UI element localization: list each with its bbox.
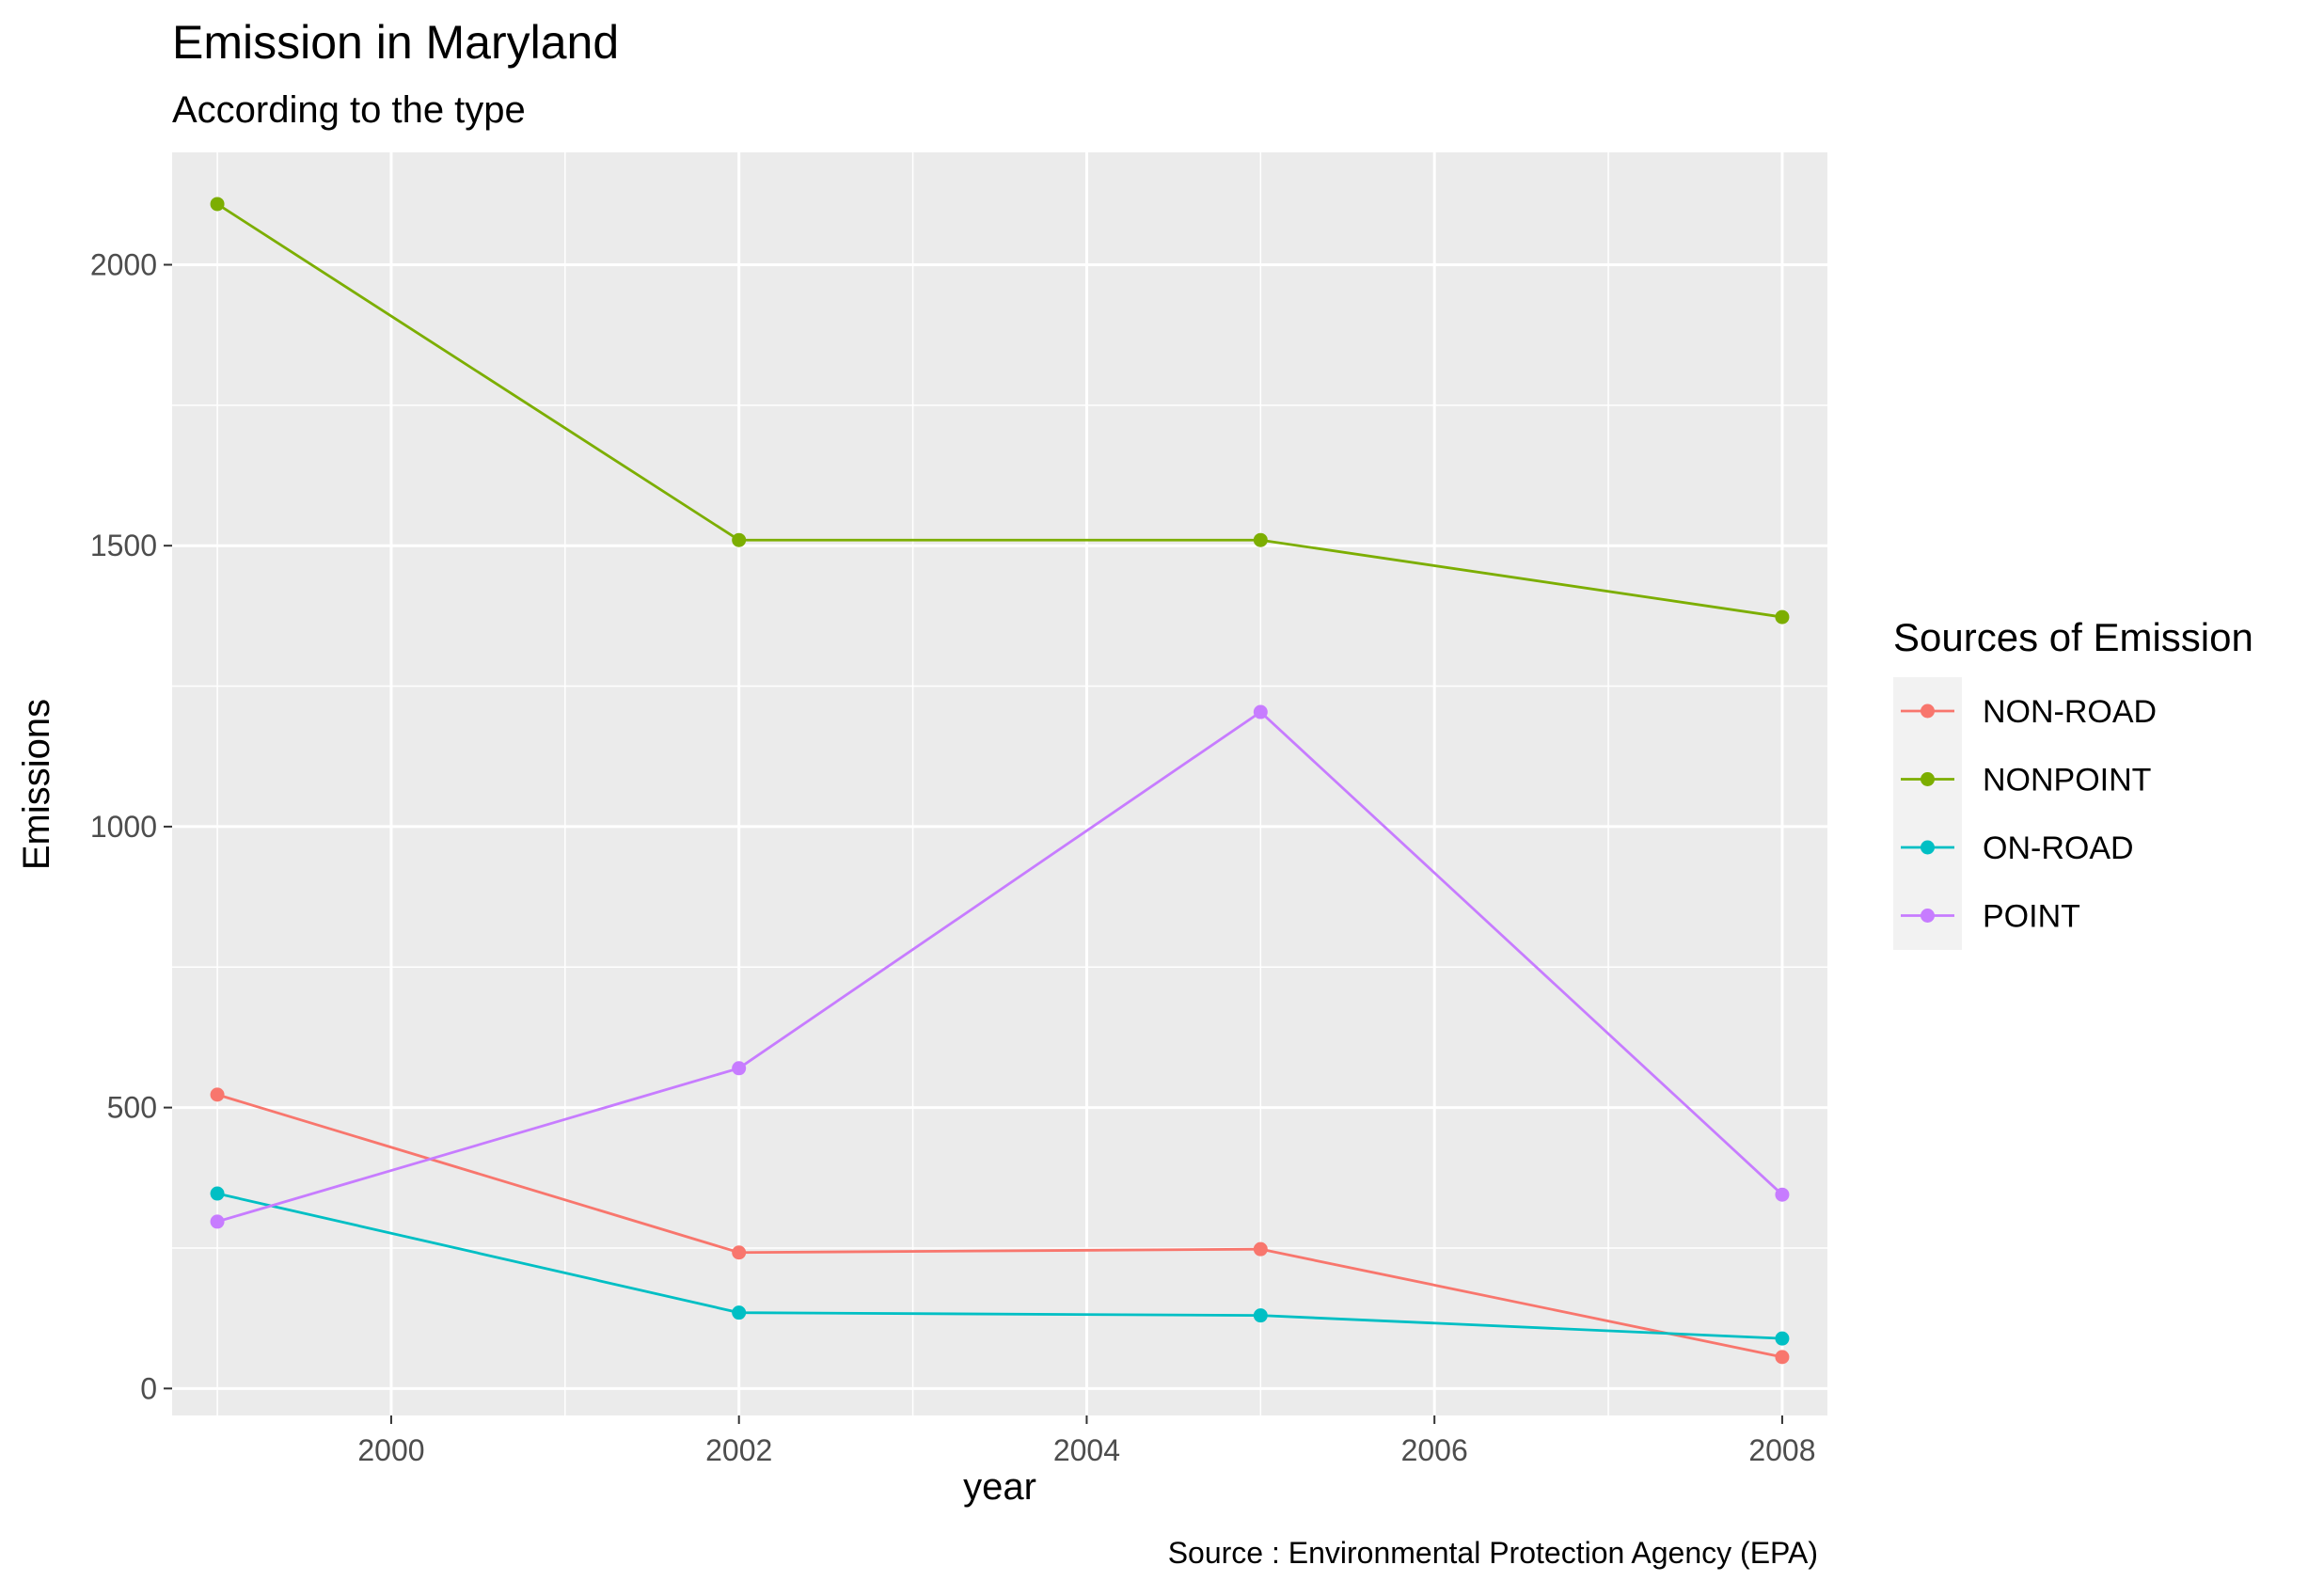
legend-label-on-road: ON-ROAD — [1983, 830, 2134, 866]
plot-panel — [172, 152, 1827, 1415]
x-tick-label: 2006 — [1401, 1433, 1468, 1467]
grid-major — [172, 152, 1827, 1415]
legend-label-point: POINT — [1983, 899, 2080, 935]
data-point-on-road — [732, 1305, 747, 1320]
legend-label-nonpoint: NONPOINT — [1983, 763, 2151, 798]
data-point-non-road — [210, 1087, 225, 1102]
x-tick-label: 2000 — [357, 1433, 424, 1467]
x-tick-label: 2008 — [1748, 1433, 1815, 1467]
x-tick-label: 2002 — [705, 1433, 772, 1467]
data-point-non-road — [732, 1245, 747, 1260]
y-tick-label: 0 — [140, 1371, 157, 1405]
series-line-non-road — [216, 1093, 1783, 1359]
data-point-nonpoint — [1775, 609, 1790, 624]
legend-key-point-non-road — [1921, 704, 1935, 719]
series-line-on-road — [216, 1192, 1782, 1340]
x-tick-label: 2004 — [1053, 1433, 1120, 1467]
data-point-on-road — [1775, 1331, 1790, 1346]
y-tick-label: 500 — [107, 1091, 157, 1125]
y-axis: 0 500 1000 1500 2000 — [90, 247, 172, 1405]
data-point-on-road — [210, 1186, 225, 1201]
legend-key-point-point — [1921, 909, 1935, 923]
chart-subtitle: According to the type — [172, 89, 526, 131]
series-line-nonpoint — [216, 202, 1783, 619]
data-point-nonpoint — [210, 197, 225, 212]
data-point-non-road — [1775, 1350, 1790, 1365]
legend-key-point-nonpoint — [1921, 772, 1935, 786]
data-point-on-road — [1253, 1308, 1268, 1323]
data-point-point — [1253, 704, 1268, 719]
legend-key-background — [1893, 677, 1962, 950]
data-point-nonpoint — [1253, 532, 1268, 547]
y-tick-label: 1500 — [90, 529, 157, 562]
data-point-point — [210, 1214, 225, 1229]
legend-title: Sources of Emission — [1893, 615, 2253, 659]
x-axis-title: year — [963, 1466, 1036, 1508]
series-layer — [210, 197, 1790, 1365]
y-axis-title: Emissions — [16, 699, 57, 870]
data-point-point — [1775, 1187, 1790, 1202]
data-point-nonpoint — [732, 532, 747, 547]
y-tick-label: 1000 — [90, 810, 157, 844]
chart-caption: Source : Environmental Protection Agency… — [1168, 1536, 1818, 1570]
series-line-point — [216, 710, 1783, 1224]
data-point-non-road — [1253, 1241, 1268, 1257]
x-axis: 2000 2002 2004 2006 2008 — [357, 1415, 1816, 1467]
y-tick-label: 2000 — [90, 247, 157, 281]
grid-minor — [172, 152, 1827, 1415]
legend-key-point-on-road — [1921, 840, 1935, 855]
legend-label-non-road: NON-ROAD — [1983, 694, 2157, 730]
data-point-point — [732, 1061, 747, 1076]
chart-title: Emission in Maryland — [172, 16, 619, 69]
legend-items: NON-ROAD NONPOINT ON-ROAD POINT — [1901, 694, 2157, 935]
legend: Sources of Emission NON-ROAD NONPOINT ON-R… — [1893, 615, 2253, 950]
